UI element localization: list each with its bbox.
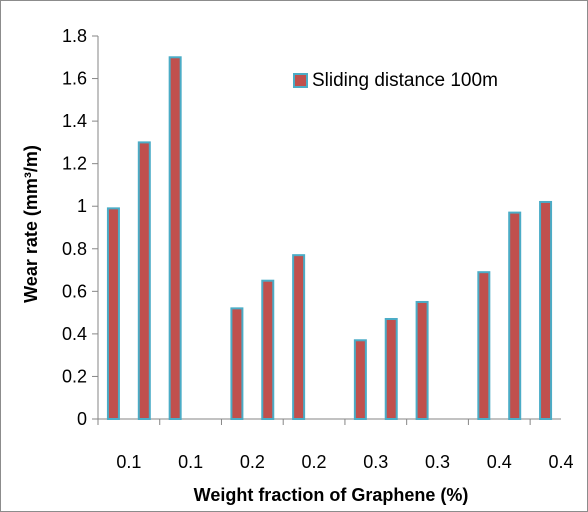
bar (477, 271, 491, 420)
x-tick-label: 0.2 (240, 452, 265, 472)
x-tick-label: 0.4 (548, 452, 573, 472)
bar-series (106, 56, 553, 421)
bar (261, 279, 275, 421)
bar (230, 307, 244, 421)
y-tick-label: 0 (77, 409, 87, 429)
bar (415, 300, 429, 421)
y-tick-label: 0.4 (62, 324, 87, 344)
y-tick-label: 1 (77, 196, 87, 216)
legend-swatch (293, 73, 308, 88)
bar (539, 200, 553, 420)
bar (168, 56, 182, 421)
x-tick-label: 0.3 (363, 452, 388, 472)
x-axis-tick-labels: 0.1 0.1 0.2 0.2 0.3 0.3 0.4 0.4 (116, 452, 573, 472)
bar (106, 207, 120, 420)
legend: Sliding distance 100m (293, 70, 498, 91)
y-axis-title: Wear rate (mm³/m) (21, 145, 41, 303)
y-tick-label: 0.6 (62, 281, 87, 301)
x-axis-title: Weight fraction of Graphene (%) (194, 485, 469, 505)
x-axis-ticks (97, 419, 531, 425)
y-tick-label: 0.8 (62, 239, 87, 259)
y-axis-tick-labels: 0 0.2 0.4 0.6 0.8 1 1.2 1.4 1.6 1.8 (62, 26, 87, 429)
x-tick-label: 0.1 (116, 452, 141, 472)
x-tick-label: 0.1 (178, 452, 203, 472)
legend-label: Sliding distance 100m (312, 70, 498, 91)
x-tick-label: 0.4 (487, 452, 512, 472)
y-tick-label: 1.2 (62, 154, 87, 174)
y-tick-label: 1.4 (62, 111, 87, 131)
y-tick-label: 1.8 (62, 26, 87, 46)
y-tick-label: 0.2 (62, 366, 87, 386)
bar (384, 317, 398, 420)
bar (508, 211, 522, 420)
bar (292, 254, 306, 420)
y-tick-label: 1.6 (62, 69, 87, 89)
x-tick-label: 0.2 (302, 452, 327, 472)
y-axis-ticks (92, 35, 98, 420)
bar (137, 141, 151, 420)
x-tick-label: 0.3 (425, 452, 450, 472)
bar (353, 339, 367, 420)
